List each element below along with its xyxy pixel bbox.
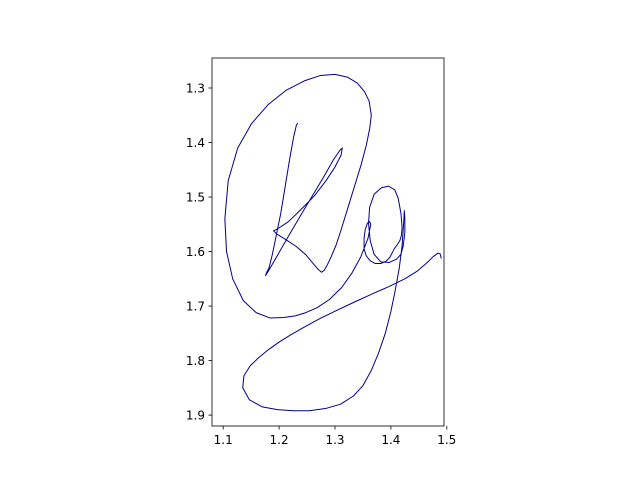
y-tick-label: 1.4 [186,136,205,150]
x-tick-label: 1.2 [270,433,289,447]
y-tick-label: 1.6 [186,245,205,259]
y-tick-label: 1.5 [186,191,205,205]
x-tick-label: 1.4 [381,433,400,447]
y-tick-label: 1.9 [186,409,205,423]
axes-frame [211,57,445,427]
x-tick-label: 1.1 [214,433,233,447]
y-tick-label: 1.7 [186,300,205,314]
y-tick-label: 1.3 [186,81,205,95]
x-tick-label: 1.3 [325,433,344,447]
y-axis: 1.3 1.4 1.5 1.6 1.7 1.8 1.9 [186,81,212,423]
x-axis: 1.1 1.2 1.3 1.4 1.5 [214,426,456,447]
x-tick-label: 1.5 [437,433,456,447]
plot-area [224,73,442,412]
y-tick-label: 1.8 [186,354,205,368]
series-line-0 [224,73,442,412]
